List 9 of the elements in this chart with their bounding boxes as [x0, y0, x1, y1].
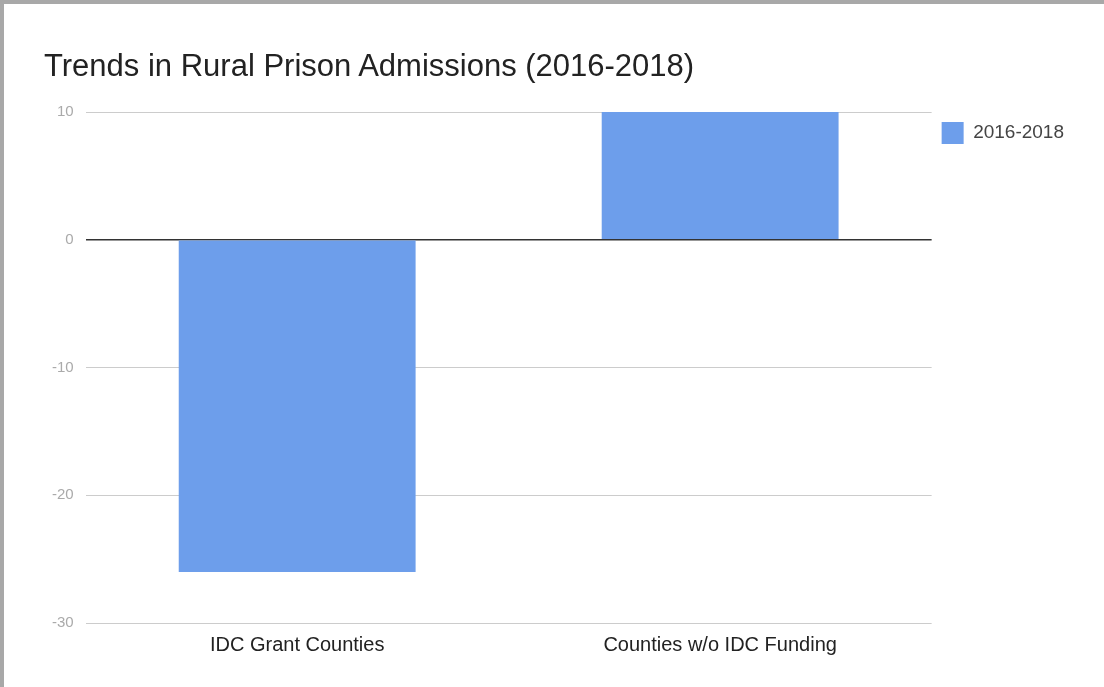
x-tick-label: Counties w/o IDC Funding	[603, 632, 837, 655]
legend-label: 2016-2018	[973, 121, 1065, 143]
y-tick-label: 0	[65, 229, 74, 247]
y-tick-label: -30	[51, 613, 74, 631]
chart-title: Trends in Rural Prison Admissions (2016-2018)	[44, 48, 695, 84]
x-tick-label: IDC Grant Counties	[209, 632, 385, 655]
y-tick-label: 10	[56, 102, 74, 120]
y-tick-label: -10	[51, 357, 74, 375]
y-tick-label: -20	[51, 485, 74, 503]
